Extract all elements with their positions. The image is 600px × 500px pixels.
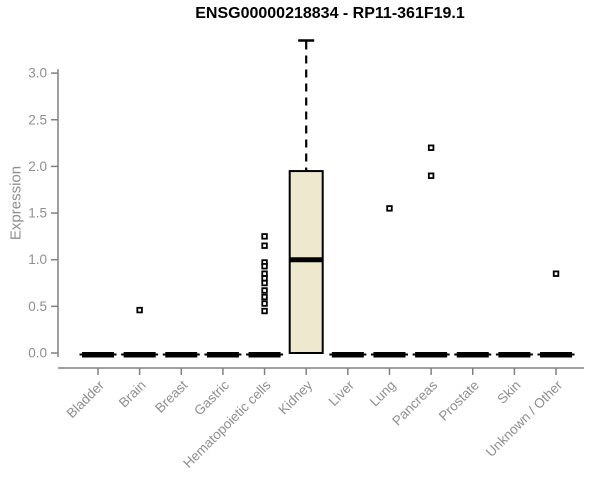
y-tick-label: 3.0 [28, 66, 47, 81]
box-group-skin: Skin [494, 352, 533, 407]
x-tick-label: Pancreas [389, 377, 440, 428]
box-group-unknown-other: Unknown / Other [483, 270, 575, 460]
y-tick-label: 2.0 [28, 159, 47, 174]
x-tick-label: Breast [152, 377, 190, 415]
y-tick-label: 2.5 [28, 112, 47, 127]
x-tick-label: Liver [326, 377, 358, 409]
y-tick-label: 0.0 [28, 346, 47, 361]
x-tick-label: Bladder [64, 377, 108, 421]
box-group-brain: Brain [116, 306, 159, 411]
outlier-point [427, 172, 435, 179]
flat-box [206, 352, 239, 358]
x-tick-label: Lung [367, 378, 399, 410]
outlier-point [261, 279, 268, 287]
flat-box [165, 352, 198, 358]
x-tick-label: Gastric [191, 377, 232, 418]
flat-box [373, 352, 406, 358]
outlier-point [261, 287, 268, 294]
flat-box [456, 352, 489, 358]
flat-box [540, 352, 573, 358]
y-tick-label: 1.5 [28, 206, 47, 221]
flat-box [82, 352, 114, 358]
flat-box [123, 352, 156, 358]
outlier-point [261, 293, 268, 301]
chart-title: ENSG00000218834 - RP11-361F19.1 [195, 5, 465, 22]
outlier-point [261, 233, 268, 240]
flat-box [331, 352, 364, 358]
box-group-pancreas: Pancreas [389, 144, 450, 428]
x-tick-label: Prostate [436, 378, 482, 424]
outlier-point [427, 144, 435, 151]
outlier-point [136, 306, 143, 314]
outlier-point [261, 242, 268, 249]
x-tick-label: Kidney [276, 377, 316, 417]
flat-box [415, 352, 448, 358]
outlier-point [386, 205, 393, 212]
flat-box [248, 352, 281, 358]
y-tick-label: 0.5 [28, 299, 47, 314]
flat-box [498, 352, 531, 358]
x-tick-label: Skin [494, 378, 523, 407]
box-group-lung: Lung [367, 205, 408, 410]
box-group-kidney: Kidney [276, 39, 324, 417]
outlier-point [261, 300, 268, 307]
x-tick-label: Unknown / Other [483, 377, 566, 460]
x-tick-label: Brain [116, 378, 149, 411]
outlier-point [261, 263, 268, 270]
outlier-point [261, 307, 268, 315]
y-tick-label: 1.0 [28, 252, 47, 267]
box-group-prostate: Prostate [436, 352, 492, 424]
outlier-point [552, 270, 560, 277]
box-group-liver: Liver [326, 352, 367, 409]
box-group-bladder: Bladder [64, 352, 117, 421]
